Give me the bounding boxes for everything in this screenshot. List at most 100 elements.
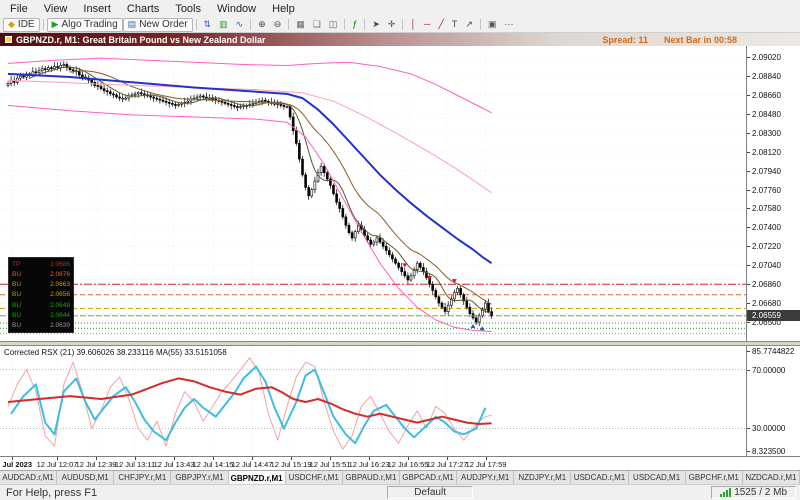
profile-panel[interactable]: Default [387, 486, 474, 499]
ea-level-row: BU 2.0649 [12, 301, 70, 310]
symbol-tab-nzdjpy-r-m1[interactable]: NZDJPY.r,M1 [514, 471, 572, 484]
algo-trading-button[interactable]: ▶ Algo Trading [46, 17, 123, 32]
time-tick [369, 457, 370, 460]
line-chart-icon: ∿ [235, 19, 244, 29]
price-tick [747, 322, 750, 323]
time-tick [96, 457, 97, 460]
indicator-level-label: 85.7744822 [752, 347, 795, 356]
symbol-tab-audjpy-r-m1[interactable]: AUDJPY.r,M1 [457, 471, 515, 484]
ea-level-label: BU [12, 301, 22, 309]
price-axis[interactable]: 2.09020 2.08840 2.08660 2.08480 2.08300 2.081… [746, 46, 800, 341]
time-label: 12 Jul 15:19 [270, 460, 312, 469]
symbol-tab-usdcad-r-m1[interactable]: USDCAD.r,M1 [571, 471, 629, 484]
ea-info-panel: TP 2.0686 BU 2.0676 BU 2.0663 BU 2.0656 BU 2.0649… [8, 257, 74, 333]
menu-view[interactable]: View [43, 2, 68, 15]
tile-windows-icon[interactable]: ▦ [292, 18, 309, 32]
crosshair-icon: ✛ [387, 19, 396, 29]
zoom-out-icon: ⊖ [273, 19, 282, 29]
cursor-icon[interactable]: ➤ [368, 18, 384, 32]
symbol-tab-gbpcad-r-m1[interactable]: GBPCAD.r,M1 [399, 471, 458, 484]
symbol-tab-gbpchf-r-m1[interactable]: GBPCHF.r,M1 [685, 471, 743, 484]
symbol-tab-chfjpy-r-m1[interactable]: CHFJPY.r,M1 [114, 471, 172, 484]
symbol-tab-gbpjpy-r-m1[interactable]: GBPJPY.r,M1 [171, 471, 229, 484]
indicator-level-label: 30.00000 [752, 424, 786, 433]
chart-window: GBPNZD.r, M1: Great Britain Pound vs New… [0, 33, 800, 470]
tick-chart-icon[interactable]: ⇅ [200, 18, 216, 32]
toolbar: ◆ IDE ▶ Algo Trading ▤ New Order ⇅ ▥ ∿ ⊕ ⊖ ▦ ❏ ◫ ƒ ➤ ✛ │ ─… [0, 17, 800, 33]
time-tick [408, 457, 409, 460]
zoom-out-icon[interactable]: ⊖ [270, 18, 286, 32]
ea-level-label: BU [12, 281, 22, 289]
text-icon[interactable]: T [448, 18, 462, 32]
indicator-tick [747, 370, 750, 371]
symbol-tab-audusd-m1[interactable]: AUDUSD,M1 [57, 471, 115, 484]
price-label: 2.08300 [752, 129, 781, 138]
ide-icon: ◆ [8, 19, 15, 29]
price-label: 2.07400 [752, 223, 781, 232]
menu-window[interactable]: Window [217, 2, 257, 15]
indicators-icon[interactable]: ƒ [348, 18, 361, 32]
time-label: 12 Jul 17:59 [465, 460, 507, 469]
price-label: 2.08660 [752, 91, 781, 100]
connection-panel: 1525 / 2 Mb [711, 486, 796, 499]
chart-titlebar[interactable]: GBPNZD.r, M1: Great Britain Pound vs New… [0, 33, 800, 46]
pane-splitter[interactable] [0, 341, 800, 346]
symbol-tab-usdcad-m1[interactable]: USDCAD,M1 [628, 471, 686, 484]
cascade-windows-icon[interactable]: ❏ [309, 18, 325, 32]
volumes-icon[interactable]: ▥ [215, 18, 232, 32]
ide-button[interactable]: ◆ IDE [3, 17, 40, 32]
next-bar-label: Next Bar in 00:58 [663, 34, 737, 45]
chart-templates-icon[interactable]: ▣ [484, 18, 501, 32]
menu-charts[interactable]: Charts [126, 2, 160, 15]
more-tools-icon[interactable]: ⋯ [500, 18, 517, 32]
menu-tools[interactable]: Tools [175, 2, 201, 15]
ide-button-label: IDE [17, 19, 35, 30]
price-tick [747, 246, 750, 247]
indicator-level-label: 8.323500 [752, 447, 786, 456]
crosshair-icon[interactable]: ✛ [384, 18, 400, 32]
time-tick [486, 457, 487, 460]
time-label: 12 Jul 14:47 [231, 460, 273, 469]
price-label: 2.06860 [752, 280, 781, 289]
zoom-in-icon[interactable]: ⊕ [254, 18, 270, 32]
time-label: 12 Jul 14:15 [192, 460, 234, 469]
more-tools-icon: ⋯ [504, 19, 514, 29]
ea-level-label: BU [12, 321, 22, 329]
vertical-line-icon: │ [410, 19, 417, 29]
new-order-button[interactable]: ▤ New Order [122, 17, 193, 32]
menu-help[interactable]: Help [272, 2, 295, 15]
time-tick [135, 457, 136, 460]
trendline-icon[interactable]: ╱ [434, 18, 447, 32]
symbol-tab-usdchf-r-m1[interactable]: USDCHF.r,M1 [285, 471, 343, 484]
horizontal-line-icon[interactable]: ─ [420, 18, 434, 32]
symbol-tab-gbpaud-r-m1[interactable]: GBPAUD.r,M1 [342, 471, 400, 484]
bid-price-box: 2.06559 [747, 310, 800, 321]
price-tick [747, 171, 750, 172]
vertical-line-icon[interactable]: │ [406, 18, 420, 32]
time-label: 12 Jul 16:23 [348, 460, 390, 469]
price-tick [747, 208, 750, 209]
menu-insert[interactable]: Insert [83, 2, 111, 15]
main-chart-canvas[interactable] [0, 46, 746, 341]
price-label: 2.07580 [752, 204, 781, 213]
line-chart-icon[interactable]: ∿ [232, 18, 248, 32]
price-label: 2.07040 [752, 261, 781, 270]
menu-file[interactable]: File [10, 2, 28, 15]
indicator-tick [747, 451, 750, 452]
arrows-icon[interactable]: ↗ [461, 18, 477, 32]
ea-level-value: 2.0686 [50, 261, 70, 268]
ea-level-label: BU [12, 271, 22, 279]
time-label: 12 Jul 2023 [0, 460, 33, 469]
symbol-tab-audcad-r-m1[interactable]: AUDCAD.r,M1 [0, 471, 58, 484]
price-tick [747, 133, 750, 134]
time-label: 12 Jul 13:11 [114, 460, 156, 469]
price-label: 2.07760 [752, 186, 781, 195]
indicator-axis[interactable]: 85.7744822 70.00000 30.00000 8.323500 [746, 346, 800, 456]
indicator-canvas[interactable] [0, 346, 746, 456]
split-windows-icon[interactable]: ◫ [325, 18, 342, 32]
indicator-tick [747, 351, 750, 352]
symbol-tab-nzdcad-r-m1[interactable]: NZDCAD.r,M1 [742, 471, 800, 484]
symbol-tab-gbpnzd-r-m1[interactable]: GBPNZD.r,M1 [228, 471, 286, 484]
